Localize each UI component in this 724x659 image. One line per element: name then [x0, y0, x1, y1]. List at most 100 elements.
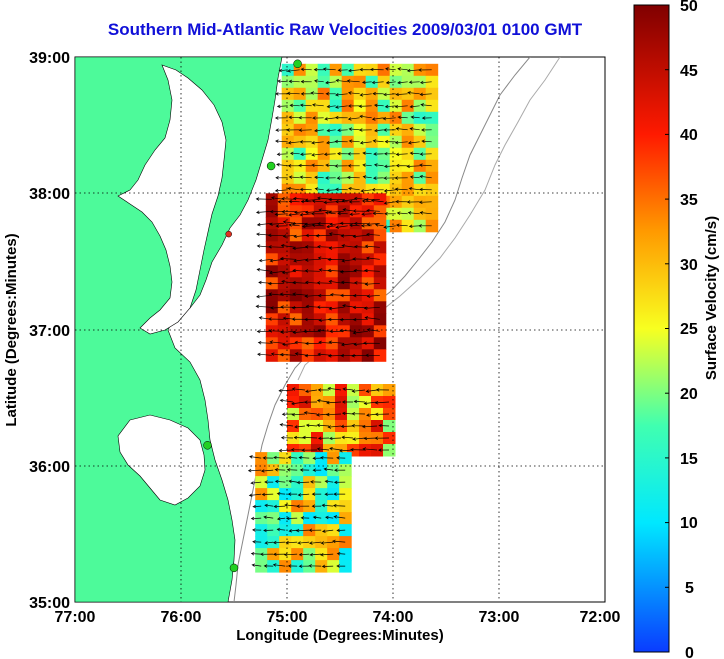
- velocity-arrow: [360, 223, 372, 228]
- velocity-cell: [301, 193, 315, 206]
- velocity-arrow: [300, 516, 310, 520]
- velocity-cell: [299, 408, 312, 421]
- y-tick-label: 39:00: [29, 50, 70, 67]
- velocity-cell: [317, 147, 331, 161]
- velocity-arrow: [260, 469, 274, 473]
- velocity-arrow: [361, 80, 372, 85]
- velocity-arrow: [371, 117, 384, 121]
- velocity-arrow: [373, 152, 384, 156]
- velocity-cell: [425, 123, 439, 137]
- velocity-cell: [265, 193, 279, 206]
- velocity-cell: [359, 408, 372, 421]
- velocity-arrow: [361, 199, 372, 203]
- velocity-cell: [315, 524, 328, 537]
- velocity-cell: [293, 75, 307, 89]
- velocity-arrow: [250, 481, 262, 485]
- velocity-arrow: [300, 67, 312, 72]
- velocity-cell: [289, 193, 303, 206]
- velocity-arrow: [287, 164, 300, 168]
- velocity-arrow: [280, 435, 294, 440]
- velocity-cell: [365, 123, 379, 137]
- velocity-arrow: [276, 527, 286, 532]
- x-tick-label: 72:00: [580, 609, 621, 626]
- velocity-arrow: [268, 317, 284, 321]
- velocity-arrow: [292, 196, 308, 201]
- velocity-arrow: [317, 436, 330, 441]
- velocity-arrow: [288, 479, 298, 484]
- velocity-arrow: [277, 200, 288, 204]
- colorbar-tick-label: 50: [680, 0, 698, 15]
- velocity-arrow: [353, 281, 368, 285]
- velocity-cell: [305, 147, 319, 161]
- velocity-cell: [317, 63, 331, 77]
- velocity-cell: [267, 512, 280, 525]
- velocity-arrow: [339, 318, 356, 322]
- velocity-arrow: [340, 342, 356, 347]
- velocity-cell: [313, 337, 327, 350]
- velocity-arrow: [305, 341, 320, 346]
- velocity-cell: [329, 75, 343, 89]
- velocity-cell: [373, 193, 387, 206]
- velocity-arrow: [298, 128, 312, 132]
- velocity-arrow: [333, 480, 346, 485]
- velocity-arrow: [337, 211, 348, 216]
- velocity-arrow: [341, 435, 354, 440]
- velocity-arrow: [409, 175, 420, 179]
- velocity-arrow: [255, 304, 272, 309]
- velocity-arrow: [418, 224, 432, 228]
- velocity-arrow: [269, 340, 284, 344]
- velocity-cell: [337, 301, 351, 314]
- velocity-cell: [293, 99, 307, 113]
- velocity-arrow: [342, 387, 354, 391]
- velocity-arrow: [304, 210, 320, 215]
- velocity-cell: [327, 488, 340, 501]
- velocity-cell: [373, 289, 387, 302]
- velocity-arrow: [347, 152, 360, 156]
- velocity-arrow: [301, 224, 312, 229]
- velocity-arrow: [274, 467, 286, 472]
- velocity-cell: [383, 408, 396, 421]
- x-axis-label: Longitude (Degrees:Minutes): [236, 627, 444, 644]
- velocity-arrow: [340, 424, 354, 429]
- velocity-cell: [383, 396, 396, 409]
- velocity-cell: [425, 111, 439, 125]
- velocity-arrow: [374, 223, 384, 227]
- y-tick-label: 38:00: [29, 186, 70, 203]
- velocity-arrow: [332, 539, 346, 544]
- velocity-cell: [341, 87, 355, 101]
- velocity-cell: [305, 135, 319, 149]
- velocity-cell: [373, 325, 387, 338]
- velocity-arrow: [332, 503, 346, 508]
- velocity-arrow: [352, 234, 368, 239]
- velocity-arrow: [252, 528, 262, 532]
- velocity-arrow: [421, 116, 432, 120]
- x-tick-label: 75:00: [267, 609, 308, 626]
- velocity-cell: [325, 229, 339, 242]
- velocity-arrow: [311, 199, 324, 203]
- velocity-arrow: [397, 67, 408, 71]
- velocity-cell: [317, 171, 331, 185]
- velocity-cell: [313, 205, 327, 218]
- velocity-cell: [373, 241, 387, 254]
- velocity-arrow: [275, 139, 288, 143]
- velocity-arrow: [309, 553, 322, 557]
- velocity-cell: [373, 217, 387, 230]
- velocity-cell: [389, 159, 403, 173]
- velocity-cell: [361, 325, 375, 338]
- velocity-cell: [289, 325, 303, 338]
- velocity-arrow: [310, 91, 324, 95]
- velocity-cell: [291, 464, 304, 477]
- velocity-cell: [425, 75, 439, 89]
- velocity-arrow: [347, 104, 360, 108]
- velocity-cell: [425, 171, 439, 185]
- velocity-cell: [327, 512, 340, 525]
- velocity-cell: [339, 476, 352, 489]
- velocity-arrow: [317, 293, 332, 298]
- velocity-arrow: [313, 67, 324, 72]
- velocity-arrow: [294, 340, 308, 345]
- velocity-cell: [413, 99, 427, 113]
- velocity-cell: [303, 500, 316, 513]
- x-tick-label: 77:00: [55, 609, 96, 626]
- velocity-arrow: [353, 399, 366, 404]
- velocity-cell: [353, 171, 367, 185]
